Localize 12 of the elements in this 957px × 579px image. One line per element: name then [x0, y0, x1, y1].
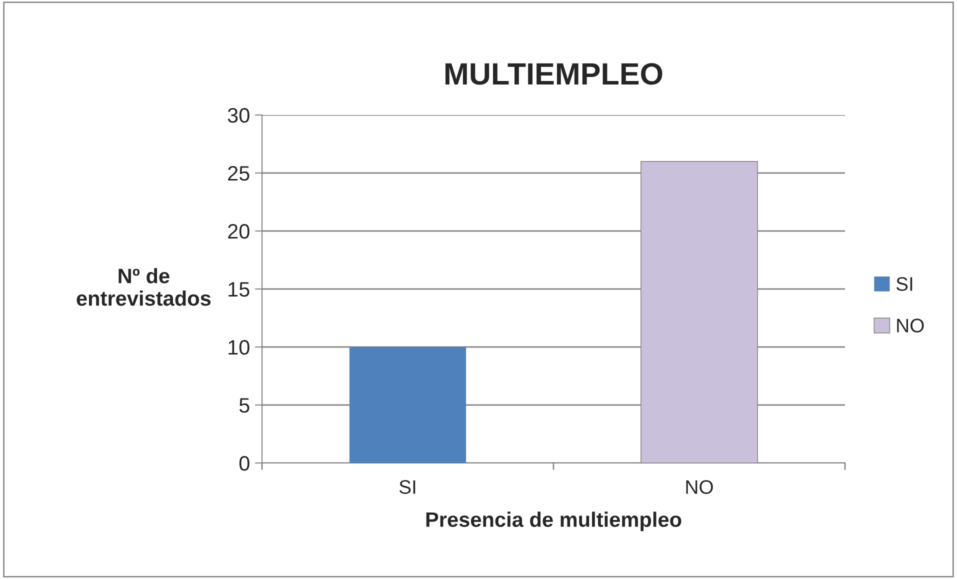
- y-tick-label: 15: [228, 282, 250, 297]
- y-tick-label: 5: [239, 398, 250, 413]
- y-tick-label: 0: [239, 456, 250, 471]
- y-tick-label: 25: [228, 166, 250, 181]
- chart-title: MULTIEMPLEO: [445, 63, 662, 85]
- y-axis-title: Nº de entrevistados: [76, 268, 211, 306]
- y-tick-label: 10: [228, 340, 250, 355]
- y-tick-label: 20: [228, 224, 250, 239]
- legend-label: NO: [897, 318, 924, 332]
- y-tick-label: 30: [228, 108, 250, 123]
- x-axis-title: Presencia de multiempleo: [426, 512, 682, 532]
- legend-label: SI: [896, 277, 912, 291]
